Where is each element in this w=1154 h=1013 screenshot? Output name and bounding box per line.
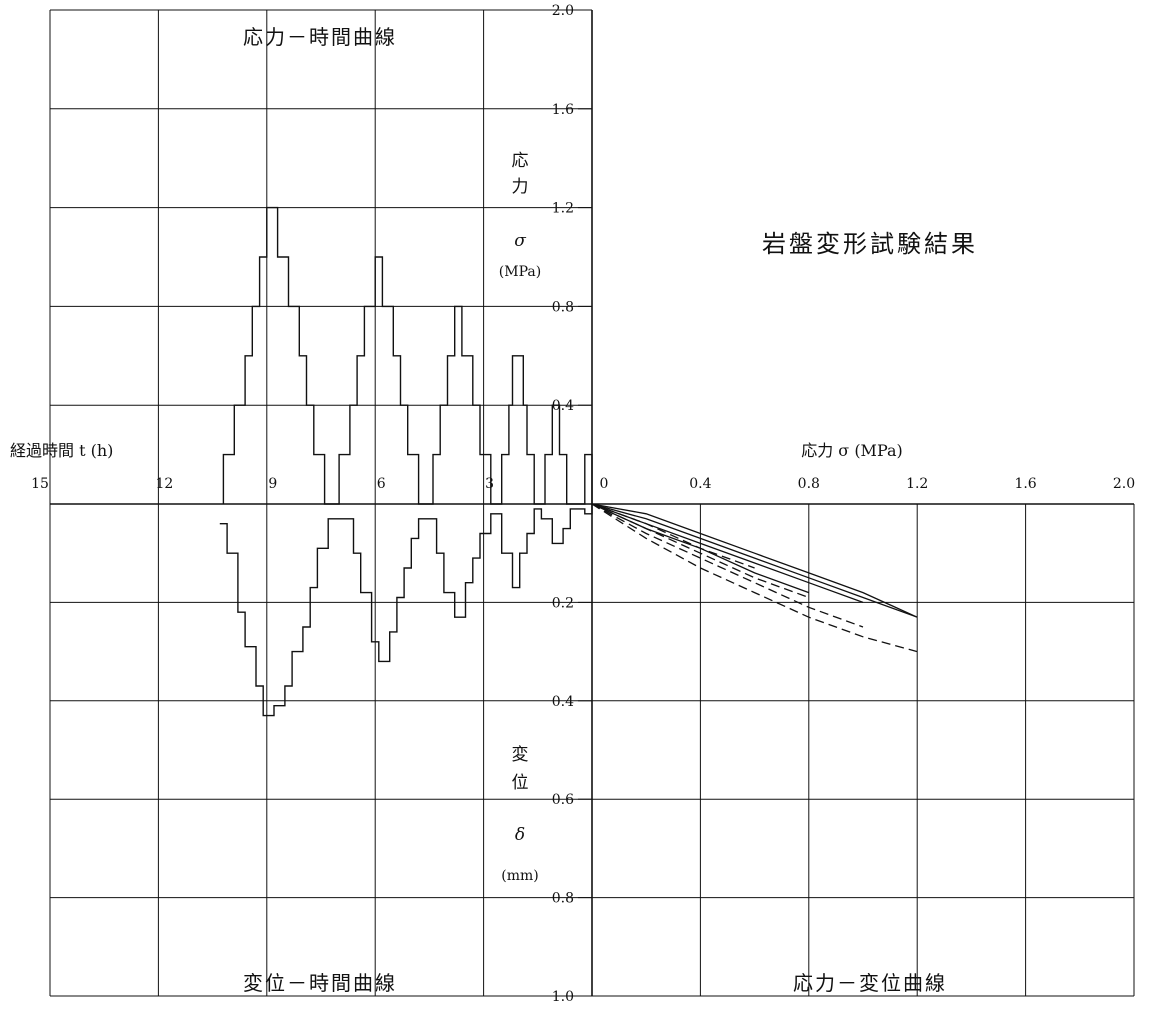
stress-displacement-curve-loading [591, 503, 918, 618]
time-axis-label: 経過時間 t (h) [10, 441, 113, 460]
svg-text:位: 位 [512, 773, 529, 793]
time-tick-label: 6 [377, 476, 386, 492]
stress-displacement-curve-unloading [591, 503, 810, 599]
stress-displacement-curve-loading [591, 503, 918, 618]
disp-tick-label: 0.2 [552, 595, 574, 611]
time-tick-label: 3 [485, 476, 494, 492]
stress-axis-label: 応力 σ (MPa) [801, 441, 903, 460]
svg-text:σ: σ [514, 231, 526, 251]
disp-tick-label: 0.6 [552, 792, 574, 808]
main-title: 岩盤変形試験結果 [762, 230, 978, 258]
stress-x-tick-label: 1.6 [1014, 476, 1036, 492]
stress-time-curve [222, 206, 593, 505]
stress-tick-label: 1.6 [552, 102, 574, 118]
tick-labels: 15 12 9 6 3 2.0 1.6 1.2 0.8 0.4 0.2 0.4 0.6 0.8 1.0 0 0.… [31, 3, 1135, 1005]
stress-x-tick-label: 0.8 [798, 476, 820, 492]
svg-text:(mm): (mm) [501, 868, 538, 884]
svg-text:変: 変 [512, 745, 529, 765]
stress-x-tick-label: 1.2 [906, 476, 928, 492]
time-tick-label: 15 [31, 476, 49, 492]
chart-curves [219, 206, 918, 717]
disp-time-title: 変位－時間曲線 [243, 971, 397, 995]
svg-text:力: 力 [512, 177, 529, 197]
stress-tick-label: 1.2 [552, 201, 574, 217]
stress-x-tick-label: 0.4 [689, 476, 711, 492]
stress-tick-label: 0.4 [552, 398, 574, 414]
displacement-time-curve [219, 504, 593, 717]
time-tick-label: 9 [268, 476, 277, 492]
svg-text:応: 応 [512, 151, 529, 171]
stress-vertical-label: 応 力 σ (MPa) [499, 151, 541, 280]
stress-x-tick-label: 2.0 [1113, 476, 1135, 492]
displacement-vertical-label: 変 位 δ (mm) [501, 745, 538, 884]
disp-tick-label: 0.4 [552, 694, 574, 710]
stress-time-title: 応力－時間曲線 [243, 25, 397, 49]
stress-x-tick-label: 0 [600, 476, 609, 492]
svg-text:(MPa): (MPa) [499, 264, 541, 280]
disp-tick-label: 1.0 [552, 989, 574, 1005]
stress-displacement-curve-unloading [591, 503, 755, 569]
stress-tick-label: 2.0 [552, 3, 574, 19]
svg-text:δ: δ [515, 825, 525, 845]
stress-disp-title: 応力－変位曲線 [793, 971, 947, 995]
disp-tick-label: 0.8 [552, 891, 574, 907]
stress-tick-label: 0.8 [552, 299, 574, 315]
time-tick-label: 12 [155, 476, 173, 492]
stress-displacement-curve-unloading [591, 503, 918, 653]
